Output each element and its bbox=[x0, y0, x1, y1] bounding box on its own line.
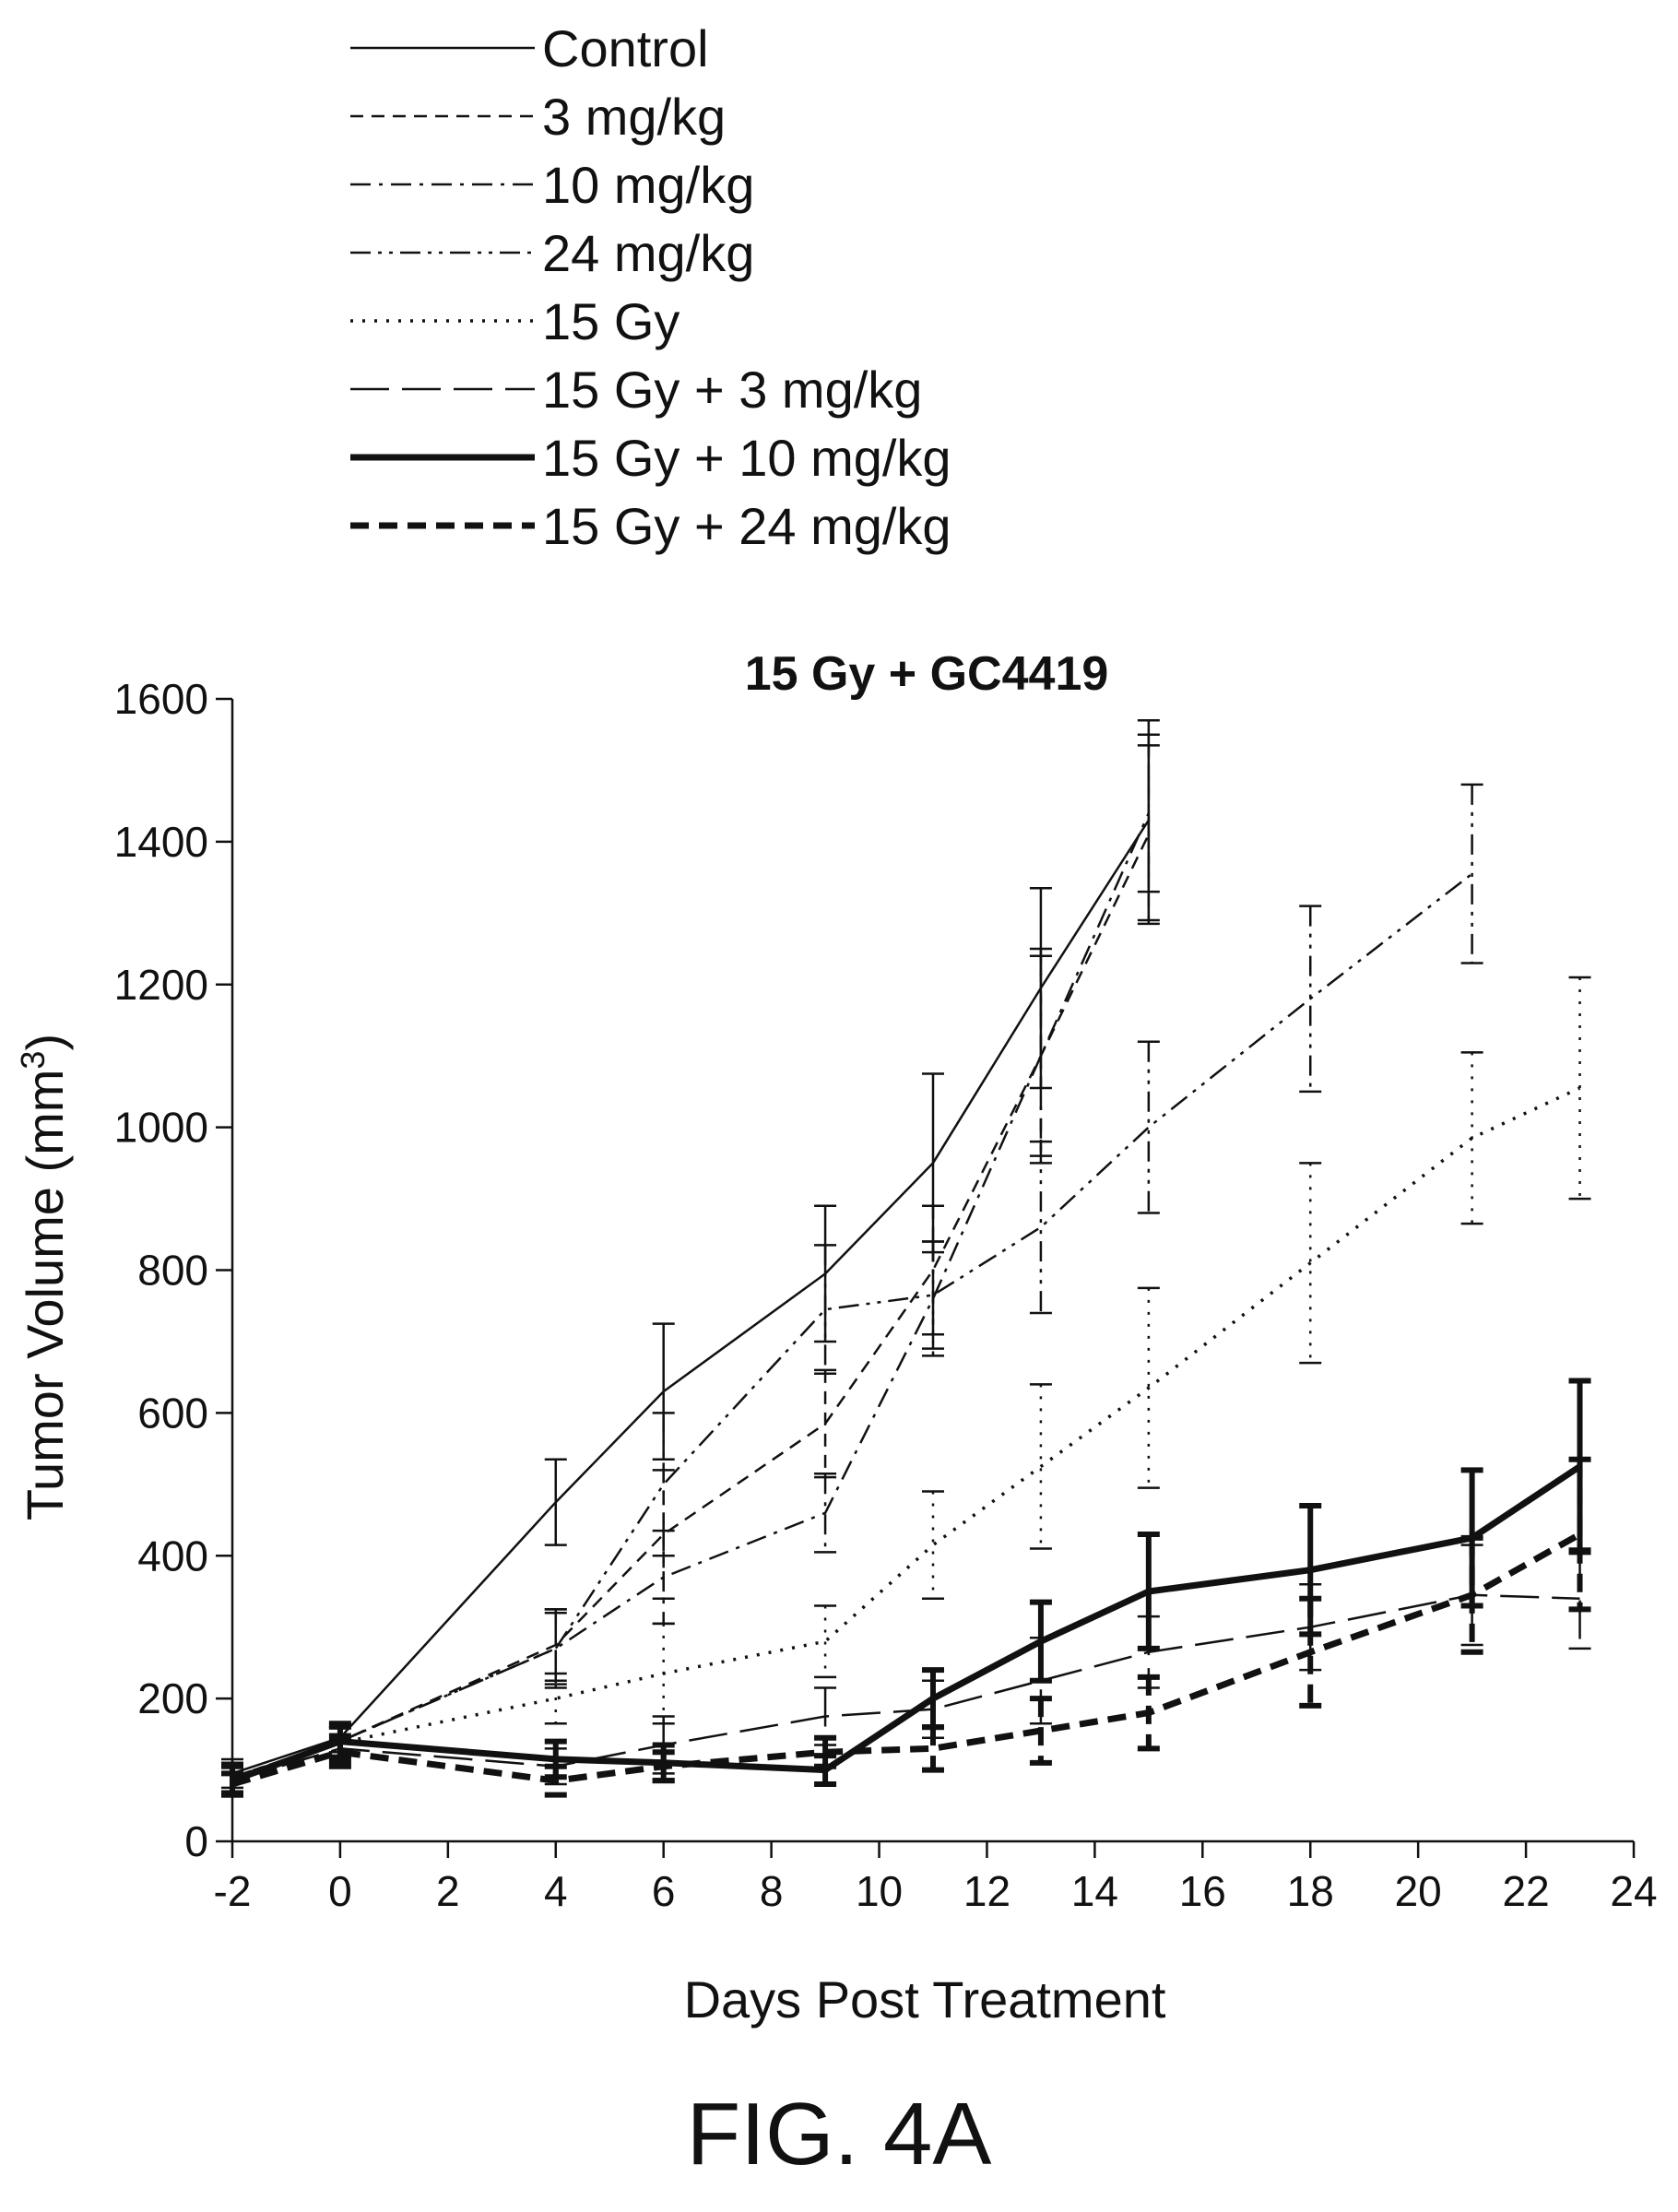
y-tick-label: 1600 bbox=[114, 675, 208, 723]
legend-label: 15 Gy + 3 mg/kg bbox=[542, 361, 922, 419]
series-line bbox=[230, 1463, 1582, 1784]
x-tick-label: 4 bbox=[544, 1867, 568, 1915]
y-axis-label-close: ) bbox=[16, 1034, 74, 1051]
x-tick-label: 10 bbox=[856, 1867, 903, 1915]
y-tick-label: 600 bbox=[137, 1389, 208, 1437]
legend-label: 15 Gy bbox=[542, 292, 679, 350]
y-tick-label: 400 bbox=[137, 1532, 208, 1579]
x-tick-label: 12 bbox=[963, 1867, 1010, 1915]
x-tick-label: 6 bbox=[652, 1867, 676, 1915]
x-tick-label: 8 bbox=[760, 1867, 784, 1915]
series-line bbox=[231, 872, 1473, 1779]
legend-label: 3 mg/kg bbox=[542, 88, 726, 146]
y-tick-label: 1000 bbox=[114, 1104, 208, 1152]
x-axis-label: Days Post Treatment bbox=[684, 1970, 1166, 2029]
x-tick-label: 22 bbox=[1502, 1867, 1549, 1915]
y-tick-label: 800 bbox=[137, 1247, 208, 1295]
x-tick-label: -2 bbox=[214, 1867, 252, 1915]
y-axis-label-superscript: 3 bbox=[14, 1051, 52, 1070]
y-tick-label: 200 bbox=[137, 1674, 208, 1722]
x-tick-label: 16 bbox=[1179, 1867, 1226, 1915]
legend-label: 15 Gy + 24 mg/kg bbox=[542, 497, 951, 555]
x-tick-label: 18 bbox=[1287, 1867, 1334, 1915]
series-line bbox=[231, 812, 1150, 1780]
legend: Control 3 mg/kg 10 mg/kg 24 mg/kg 15 Gy 15 Gy… bbox=[350, 19, 951, 555]
chart-title: 15 Gy + GC4419 bbox=[745, 647, 1109, 701]
y-tick-label: 1400 bbox=[114, 818, 208, 866]
series-line bbox=[231, 1531, 1582, 1788]
y-axis-label-text: Tumor Volume (mm bbox=[16, 1070, 74, 1521]
y-tick-label: 0 bbox=[184, 1817, 208, 1865]
x-tick-label: 2 bbox=[436, 1867, 460, 1915]
legend-label: 15 Gy + 10 mg/kg bbox=[542, 429, 951, 487]
plot-area: -2 0 2 4 6 8 10 12 14 16 18 20 22 2402004006008001000… bbox=[114, 675, 1658, 1915]
series-line bbox=[231, 834, 1150, 1779]
x-tick-label: 0 bbox=[328, 1867, 352, 1915]
x-tick-label: 24 bbox=[1610, 1867, 1657, 1915]
legend-label: 24 mg/kg bbox=[542, 224, 754, 282]
legend-label: Control bbox=[542, 19, 709, 77]
series-line bbox=[231, 819, 1150, 1775]
y-axis-label: Tumor Volume (mm3) bbox=[14, 1034, 75, 1520]
series-line bbox=[231, 1593, 1580, 1782]
y-tick-label: 1200 bbox=[114, 961, 208, 1009]
x-tick-label: 14 bbox=[1071, 1867, 1118, 1915]
x-tick-label: 20 bbox=[1395, 1867, 1442, 1915]
figure-label: FIG. 4A bbox=[686, 2085, 992, 2183]
legend-label: 10 mg/kg bbox=[542, 156, 754, 214]
